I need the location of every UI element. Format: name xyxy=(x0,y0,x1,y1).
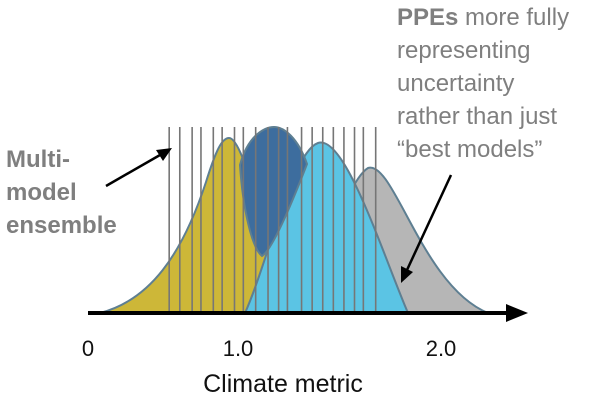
tick-label-1: 1.0 xyxy=(223,336,254,361)
ppe-label-line1: PPEs more fully xyxy=(397,4,569,31)
ppe-label-line4: rather than just xyxy=(397,103,557,130)
ppe-arrowhead xyxy=(401,266,413,283)
ppe-label-line2: representing xyxy=(397,37,530,64)
multi-model-label-line3: ensemble xyxy=(6,212,117,239)
x-axis-title: Climate metric xyxy=(203,370,363,398)
ppe-arrow-line xyxy=(405,174,453,271)
ppe-line1-rest: more fully xyxy=(458,4,569,31)
ppe-label-line3: uncertainty xyxy=(397,70,514,97)
x-axis-arrowhead xyxy=(506,304,528,322)
multi-model-arrowhead xyxy=(156,148,172,161)
multi-model-label-line1: Multi- xyxy=(6,146,70,173)
multi-model-arrow-line xyxy=(105,153,161,188)
ppe-label-line5: “best models” xyxy=(397,136,542,163)
tick-label-0: 0 xyxy=(82,336,94,361)
ensemble-lines-group xyxy=(168,127,377,313)
multi-model-label-line2: model xyxy=(6,179,77,206)
ppe-bold-word: PPEs xyxy=(397,4,458,31)
tick-label-2: 2.0 xyxy=(426,336,457,361)
